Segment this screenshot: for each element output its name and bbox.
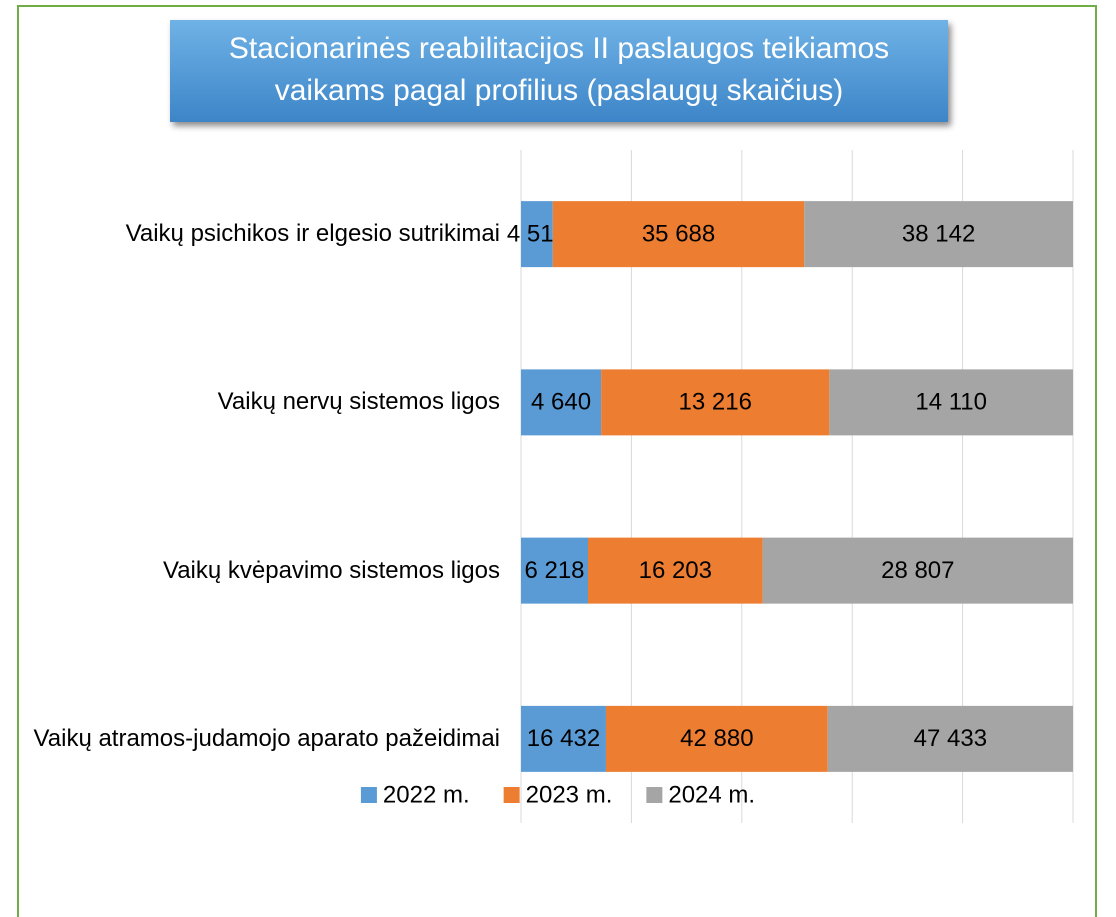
y-tick-label: Vaikų atramos-judamojo aparato pažeidima… — [33, 724, 500, 752]
data-label: 4 640 — [531, 389, 591, 416]
y-tick-label: Vaikų psichikos ir elgesio sutrikimai — [125, 220, 500, 248]
legend-label: 2024 m. — [668, 781, 755, 808]
bar-segment — [827, 705, 1073, 772]
bar-segment — [521, 537, 589, 604]
legend-label: 2023 m. — [526, 781, 613, 808]
data-label: 16 203 — [639, 557, 712, 584]
data-label: 13 216 — [679, 389, 752, 416]
y-tick-label-box: Vaikų nervų sistemos ligos — [20, 362, 500, 442]
bar-segment — [521, 201, 553, 268]
y-tick-label: Vaikų nervų sistemos ligos — [217, 388, 500, 416]
data-label: 35 688 — [642, 220, 715, 247]
bar-segment — [521, 705, 606, 772]
data-label: 28 807 — [881, 557, 954, 584]
data-label: 42 880 — [680, 725, 753, 752]
legend-swatch — [503, 787, 520, 803]
bar-segment — [605, 705, 828, 772]
y-tick-label: Vaikų kvėpavimo sistemos ligos — [162, 556, 500, 584]
chart-frame — [17, 5, 1097, 917]
bar-segment — [829, 369, 1073, 436]
y-tick-label-box: Vaikų atramos-judamojo aparato pažeidima… — [20, 699, 500, 779]
bar-segment — [552, 201, 805, 268]
data-label: 38 142 — [902, 220, 975, 247]
y-tick-label-box: Vaikų psichikos ir elgesio sutrikimai — [20, 194, 500, 274]
bar-segment — [588, 537, 763, 604]
legend-label: 2022 m. — [383, 781, 470, 808]
data-label: 6 218 — [524, 557, 584, 584]
bar-segment — [804, 201, 1073, 268]
data-label: 47 433 — [914, 725, 987, 752]
legend-swatch — [360, 787, 377, 803]
data-label: 14 110 — [915, 389, 987, 416]
chart-title: Stacionarinės reabilitacijos II paslaugo… — [170, 20, 948, 122]
bar-segment — [762, 537, 1073, 604]
legend-swatch — [646, 787, 663, 803]
bar-segment — [521, 369, 602, 436]
y-tick-label-box: Vaikų kvėpavimo sistemos ligos — [20, 531, 500, 611]
bar-segment — [601, 369, 830, 436]
data-label: 16 432 — [527, 725, 600, 752]
